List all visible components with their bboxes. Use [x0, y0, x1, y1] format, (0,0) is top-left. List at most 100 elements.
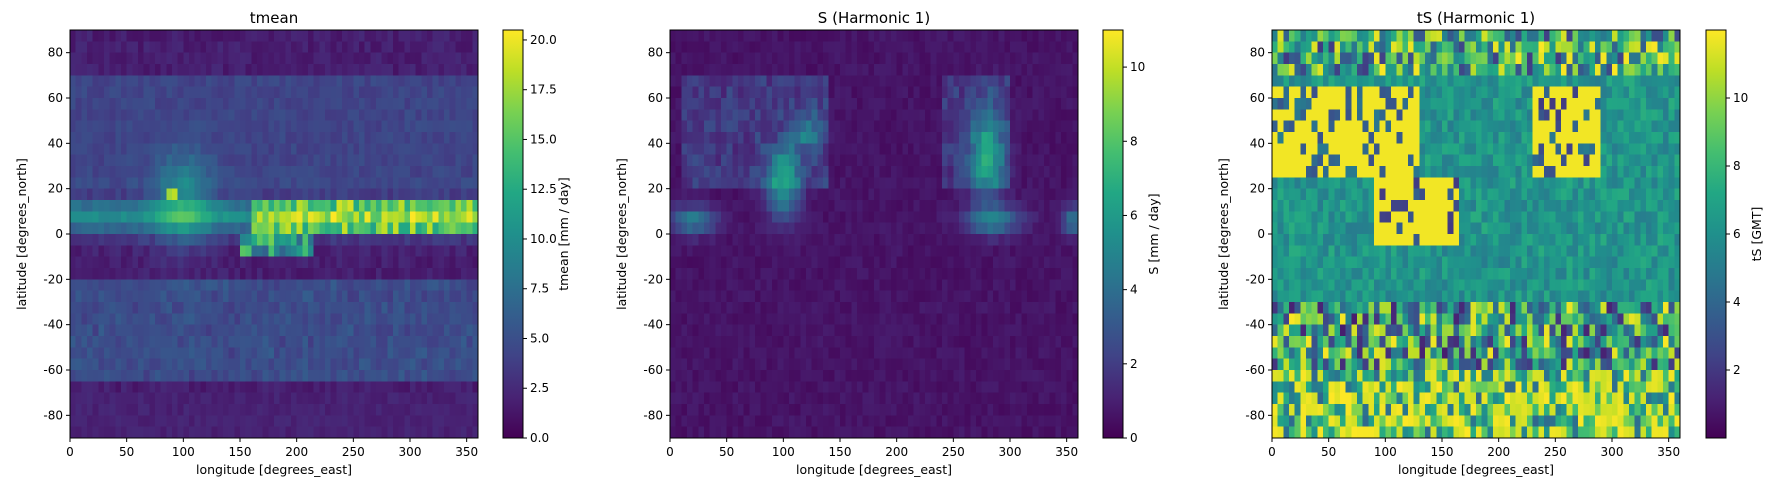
heatmap-cell	[370, 30, 377, 42]
heatmap-cell	[81, 177, 88, 190]
heatmap-cell	[987, 52, 994, 65]
heatmap-cell	[794, 324, 801, 337]
heatmap-cell	[166, 404, 173, 416]
heatmap-cell	[913, 154, 920, 167]
heatmap-cell	[811, 177, 818, 190]
heatmap-cell	[942, 120, 949, 133]
heatmap-cell	[789, 188, 796, 201]
heatmap-cell	[1055, 132, 1062, 144]
heatmap-cell	[1072, 120, 1079, 133]
heatmap-cell	[251, 381, 258, 394]
heatmap-cell	[1027, 290, 1034, 303]
heatmap-cell	[738, 370, 745, 382]
heatmap-cell	[336, 324, 343, 337]
heatmap-cell	[109, 392, 116, 405]
heatmap-cell	[885, 200, 892, 212]
heatmap-cell	[766, 41, 773, 54]
heatmap-cell	[262, 404, 269, 416]
heatmap-cell	[998, 268, 1005, 280]
heatmap-cell	[840, 52, 847, 65]
heatmap-cell	[1072, 64, 1079, 76]
heatmap-cell	[268, 313, 275, 326]
heatmap-cell	[845, 324, 852, 337]
heatmap-cell	[172, 302, 179, 314]
heatmap-cell	[302, 98, 309, 110]
heatmap-cell	[92, 404, 99, 416]
heatmap-cell	[342, 313, 349, 326]
heatmap-cell	[313, 313, 320, 326]
heatmap-cell	[109, 188, 116, 201]
heatmap-cell	[109, 381, 116, 394]
heatmap-cell	[970, 381, 977, 394]
heatmap-cell	[138, 200, 145, 212]
heatmap-cell	[296, 109, 303, 122]
heatmap-cell	[342, 41, 349, 54]
heatmap-cell	[868, 370, 875, 382]
heatmap-cell	[851, 381, 858, 394]
heatmap-cell	[183, 177, 190, 190]
heatmap-cell	[896, 166, 903, 178]
heatmap-cell	[732, 313, 739, 326]
heatmap-cell	[313, 64, 320, 76]
heatmap-cell	[183, 109, 190, 122]
heatmap-cell	[828, 30, 835, 42]
heatmap-cell	[404, 143, 411, 156]
heatmap-cell	[353, 279, 360, 292]
heatmap-cell	[857, 245, 864, 258]
heatmap-cell	[709, 177, 716, 190]
heatmap-cell	[268, 41, 275, 54]
heatmap-cell	[183, 290, 190, 303]
heatmap-cell	[721, 177, 728, 190]
heatmap-cell	[919, 211, 926, 224]
heatmap-cell	[245, 166, 252, 178]
heatmap-cell	[410, 381, 417, 394]
heatmap-cell	[964, 30, 971, 42]
heatmap-cell	[913, 336, 920, 348]
heatmap-cell	[953, 211, 960, 224]
heatmap-cell	[92, 279, 99, 292]
heatmap-cell	[353, 426, 360, 439]
heatmap-cell	[438, 211, 445, 224]
heatmap-cell	[245, 381, 252, 394]
heatmap-cell	[749, 200, 756, 212]
heatmap-cell	[206, 143, 213, 156]
heatmap-cell	[902, 154, 909, 167]
heatmap-cell	[1015, 234, 1022, 246]
heatmap-cell	[160, 245, 167, 258]
heatmap-cell	[189, 279, 196, 292]
heatmap-cell	[109, 154, 116, 167]
heatmap-cell	[947, 234, 954, 246]
heatmap-cell	[376, 302, 383, 314]
heatmap-cell	[313, 381, 320, 394]
heatmap-cell	[868, 245, 875, 258]
heatmap-cell	[675, 143, 682, 156]
heatmap-cell	[857, 268, 864, 280]
heatmap-cell	[240, 143, 247, 156]
heatmap-cell	[262, 120, 269, 133]
heatmap-cell	[313, 358, 320, 371]
heatmap-cell	[149, 86, 156, 99]
heatmap-cell	[811, 86, 818, 99]
heatmap-cell	[177, 256, 184, 269]
heatmap-cell	[868, 166, 875, 178]
heatmap-cell	[959, 98, 966, 110]
heatmap-cell	[279, 30, 286, 42]
heatmap-cell	[698, 41, 705, 54]
heatmap-cell	[908, 256, 915, 269]
heatmap-cell	[319, 75, 326, 88]
heatmap-cell	[670, 347, 677, 360]
heatmap-cell	[200, 234, 207, 246]
heatmap-cell	[308, 324, 315, 337]
heatmap-cell	[998, 30, 1005, 42]
heatmap-cell	[919, 268, 926, 280]
heatmap-cell	[200, 245, 207, 258]
heatmap-cell	[925, 279, 932, 292]
heatmap-cell	[472, 279, 479, 292]
heatmap-cell	[104, 256, 111, 269]
heatmap-cell	[709, 132, 716, 144]
heatmap-cell	[670, 86, 677, 99]
heatmap-cell	[1004, 98, 1011, 110]
heatmap-cell	[183, 75, 190, 88]
heatmap-cell	[1072, 75, 1079, 88]
heatmap-cell	[857, 370, 864, 382]
